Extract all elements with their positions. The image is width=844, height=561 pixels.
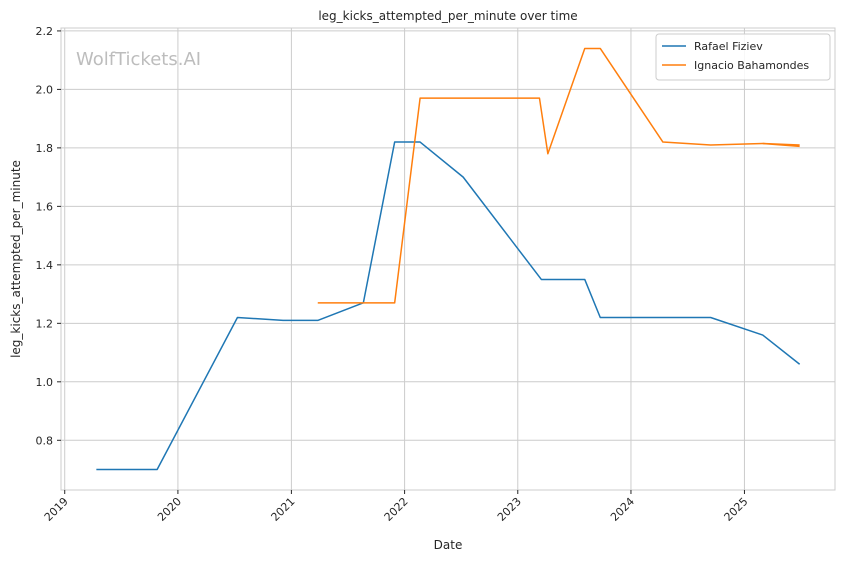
y-tick-label: 1.2 — [36, 317, 54, 330]
chart-title: leg_kicks_attempted_per_minute over time — [318, 9, 577, 23]
y-tick-label: 1.0 — [36, 376, 54, 389]
plot-area — [60, 27, 836, 491]
grid-lines — [61, 28, 835, 490]
watermark: WolfTickets.AI — [76, 49, 201, 70]
legend-box — [655, 33, 831, 81]
legend-label: Ignacio Bahamondes — [694, 59, 809, 72]
series-line-0 — [96, 141, 801, 471]
y-tick-label: 1.8 — [36, 142, 54, 155]
y-axis-title: leg_kicks_attempted_per_minute — [9, 160, 23, 358]
x-tick-label: 2024 — [608, 495, 637, 524]
y-axis-ticks: 0.8 1.0 1.2 1.4 1.6 1.8 2.0 2.2 — [36, 25, 61, 447]
x-tick-label: 2020 — [155, 495, 184, 524]
x-tick-label: 2022 — [382, 495, 411, 524]
y-tick-label: 1.4 — [36, 259, 54, 272]
x-tick-label: 2021 — [269, 495, 298, 524]
series-line-1 — [317, 47, 800, 304]
y-tick-label: 0.8 — [36, 434, 54, 447]
y-tick-label: 1.6 — [36, 200, 54, 213]
x-axis-title: Date — [434, 538, 463, 552]
y-tick-label: 2.2 — [36, 25, 54, 38]
x-tick-label: 2025 — [722, 495, 751, 524]
series-layer — [96, 47, 801, 471]
series-line-2 — [762, 142, 800, 148]
y-tick-label: 2.0 — [36, 83, 54, 96]
x-tick-label: 2019 — [42, 495, 71, 524]
x-axis-ticks: 2019 2020 2021 2022 2023 2024 2025 — [42, 490, 751, 524]
legend-label: Rafael Fiziev — [694, 40, 763, 53]
legend: Rafael Fiziev Ignacio Bahamondes — [655, 33, 831, 81]
x-tick-label: 2023 — [495, 495, 524, 524]
